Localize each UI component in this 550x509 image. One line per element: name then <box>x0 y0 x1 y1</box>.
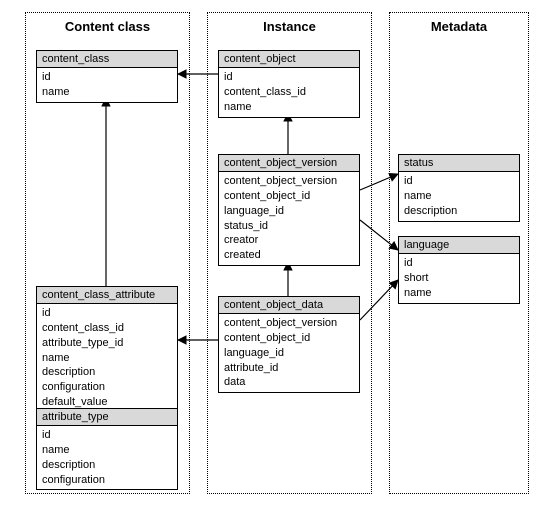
entity-fields: id content_class_id attribute_type_id na… <box>37 304 177 412</box>
entity-status: statusid name description <box>398 154 520 222</box>
entity-title: content_object <box>219 51 359 68</box>
entity-content_class: content_classid name <box>36 50 178 103</box>
entity-fields: id name <box>37 68 177 102</box>
entity-fields: id content_class_id name <box>219 68 359 117</box>
entity-title: language <box>399 237 519 254</box>
entity-fields: content_object_version content_object_id… <box>219 314 359 392</box>
entity-language: languageid short name <box>398 236 520 304</box>
entity-fields: content_object_version content_object_id… <box>219 172 359 265</box>
entity-title: content_object_version <box>219 155 359 172</box>
entity-fields: id name description <box>399 172 519 221</box>
entity-content_class_attribute: content_class_attributeid content_class_… <box>36 286 178 413</box>
group-title: Content class <box>26 19 189 34</box>
entity-content_object: content_objectid content_class_id name <box>218 50 360 118</box>
diagram-canvas: Content class Instance Metadata content_cla… <box>0 0 550 509</box>
entity-content_object_version: content_object_versioncontent_object_ver… <box>218 154 360 266</box>
entity-fields: id short name <box>399 254 519 303</box>
entity-title: attribute_type <box>37 409 177 426</box>
entity-title: content_object_data <box>219 297 359 314</box>
entity-content_object_data: content_object_datacontent_object_versio… <box>218 296 360 393</box>
entity-title: content_class <box>37 51 177 68</box>
entity-attribute_type: attribute_typeid name description config… <box>36 408 178 490</box>
group-title: Instance <box>208 19 371 34</box>
entity-fields: id name description configuration <box>37 426 177 489</box>
group-title: Metadata <box>390 19 528 34</box>
entity-title: status <box>399 155 519 172</box>
entity-title: content_class_attribute <box>37 287 177 304</box>
